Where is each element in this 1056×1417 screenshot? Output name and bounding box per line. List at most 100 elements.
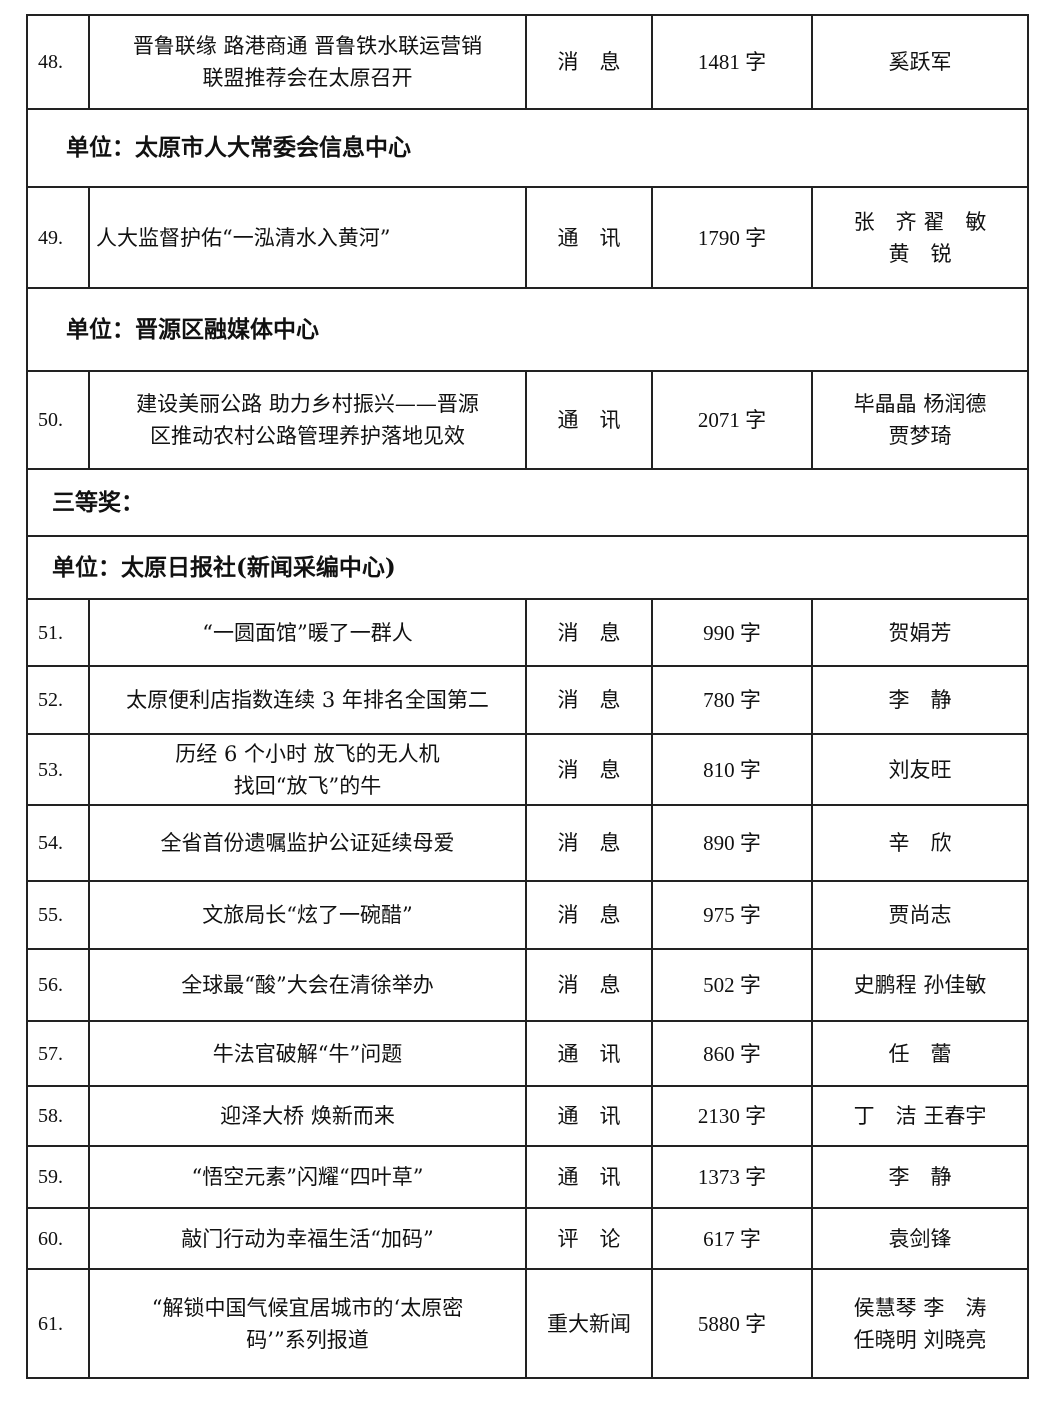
- title-line: “解锁中国气候宜居城市的‘太原密: [151, 1295, 464, 1320]
- section-row: 单位：太原日报社(新闻采编中心): [26, 535, 1029, 600]
- title-line: 全球最“酸”大会在清徐举办: [181, 973, 434, 997]
- entry-authors: 刘友旺: [811, 733, 1029, 806]
- author-line: 李 静: [888, 1165, 952, 1189]
- entry-category: 通 讯: [525, 186, 653, 289]
- word-count: 975 字: [651, 880, 813, 950]
- entry-authors: 李 静: [811, 665, 1029, 735]
- entry-category: 消 息: [525, 733, 653, 806]
- table-row: 55. 文旅局长“炫了一碗醋” 消 息 975 字 贾尚志: [26, 880, 1029, 950]
- title-line: 找回“放飞”的牛: [233, 773, 382, 798]
- author-line: 李 静: [888, 688, 952, 712]
- entry-title: 牛法官破解“牛”问题: [88, 1020, 527, 1087]
- title-line: 建设美丽公路 助力乡村振兴——晋源: [136, 392, 479, 416]
- word-count: 2130 字: [651, 1085, 813, 1147]
- entry-category: 消 息: [525, 665, 653, 735]
- entry-authors: 袁剑锋: [811, 1207, 1029, 1270]
- group-heading: 单位：太原日报社(新闻采编中心): [26, 535, 1029, 600]
- entry-number: 50.: [26, 370, 90, 470]
- entry-authors: 丁 洁 王春宇: [811, 1085, 1029, 1147]
- table-row: 60. 敲门行动为幸福生活“加码” 评 论 617 字 袁剑锋: [26, 1207, 1029, 1270]
- word-count: 1373 字: [651, 1145, 813, 1209]
- author-line: 刘友旺: [888, 757, 952, 782]
- word-count: 1790 字: [651, 186, 813, 289]
- entry-authors: 史鹏程 孙佳敏: [811, 948, 1029, 1022]
- author-line: 张 齐 翟 敏: [853, 209, 987, 234]
- author-line: 任 蕾: [888, 1041, 952, 1066]
- entry-title: 全球最“酸”大会在清徐举办: [88, 948, 527, 1022]
- entry-category: 消 息: [525, 804, 653, 882]
- entry-number: 58.: [26, 1085, 90, 1147]
- author-line: 史鹏程 孙佳敏: [853, 973, 987, 997]
- title-line: 历经 6 个小时 放飞的无人机: [175, 741, 440, 766]
- table-row: 51. “一圆面馆”暖了一群人 消 息 990 字 贺娟芳: [26, 598, 1029, 667]
- table-row: 53. 历经 6 个小时 放飞的无人机 找回“放飞”的牛消 息 810 字刘友旺: [26, 733, 1029, 806]
- entry-title: 历经 6 个小时 放飞的无人机 找回“放飞”的牛: [88, 733, 527, 806]
- title-line: 牛法官破解“牛”问题: [212, 1041, 403, 1066]
- entry-authors: 张 齐 翟 敏黄 锐: [811, 186, 1029, 289]
- entry-number: 48.: [26, 14, 90, 110]
- entry-category: 通 讯: [525, 1020, 653, 1087]
- entry-category: 重大新闻: [525, 1268, 653, 1379]
- author-line: 侯慧琴 李 涛: [853, 1295, 987, 1320]
- entry-authors: 任 蕾: [811, 1020, 1029, 1087]
- unit-heading: 单位：晋源区融媒体中心: [26, 287, 1029, 372]
- entry-title: “悟空元素”闪耀“四叶草”: [88, 1145, 527, 1209]
- section-row: 三等奖：: [26, 468, 1029, 537]
- entry-title: 太原便利店指数连续 3 年排名全国第二: [88, 665, 527, 735]
- entry-number: 55.: [26, 880, 90, 950]
- entry-number: 56.: [26, 948, 90, 1022]
- title-line: 码’”系列报道: [246, 1327, 369, 1352]
- author-line: 黄 锐: [888, 241, 952, 266]
- section-row: 单位：太原市人大常委会信息中心: [26, 108, 1029, 188]
- table-row: 48. 晋鲁联缘 路港商通 晋鲁铁水联运营销 联盟推荐会在太原召开消 息 1481 字…: [26, 14, 1029, 110]
- section-row: 单位：晋源区融媒体中心: [26, 287, 1029, 372]
- entry-number: 54.: [26, 804, 90, 882]
- author-line: 辛 欣: [888, 831, 952, 855]
- table-row: 58. 迎泽大桥 焕新而来 通 讯 2130 字 丁 洁 王春宇: [26, 1085, 1029, 1147]
- entry-authors: 毕晶晶 杨润德 贾梦琦: [811, 370, 1029, 470]
- word-count: 1481 字: [651, 14, 813, 110]
- entry-authors: 李 静: [811, 1145, 1029, 1209]
- entry-number: 57.: [26, 1020, 90, 1087]
- author-line: 贾梦琦: [888, 424, 952, 448]
- title-line: 全省首份遗嘱监护公证延续母爱: [160, 831, 455, 855]
- table-row: 59. “悟空元素”闪耀“四叶草” 通 讯 1373 字 李 静: [26, 1145, 1029, 1209]
- entry-category: 消 息: [525, 948, 653, 1022]
- word-count: 617 字: [651, 1207, 813, 1270]
- title-line: “悟空元素”闪耀“四叶草”: [191, 1165, 424, 1189]
- author-line: 丁 洁 王春宇: [853, 1104, 987, 1128]
- entry-title: “一圆面馆”暖了一群人: [88, 598, 527, 667]
- title-line: 文旅局长“炫了一碗醋”: [202, 903, 413, 927]
- group-heading: 三等奖：: [26, 468, 1029, 537]
- entry-number: 52.: [26, 665, 90, 735]
- entry-category: 评 论: [525, 1207, 653, 1270]
- title-line: “一圆面馆”暖了一群人: [202, 620, 413, 645]
- entry-title: 文旅局长“炫了一碗醋”: [88, 880, 527, 950]
- word-count: 2071 字: [651, 370, 813, 470]
- entry-category: 通 讯: [525, 1085, 653, 1147]
- title-line: 迎泽大桥 焕新而来: [220, 1104, 395, 1128]
- entry-category: 消 息: [525, 598, 653, 667]
- entry-authors: 贾尚志: [811, 880, 1029, 950]
- entry-category: 消 息: [525, 14, 653, 110]
- entry-category: 通 讯: [525, 370, 653, 470]
- author-line: 贺娟芳: [888, 620, 952, 645]
- awards-table: 48. 晋鲁联缘 路港商通 晋鲁铁水联运营销 联盟推荐会在太原召开消 息 1481 字…: [26, 14, 1029, 1379]
- entry-authors: 奚跃军: [811, 14, 1029, 110]
- author-line: 任晓明 刘晓亮: [853, 1327, 987, 1352]
- table-row: 57. 牛法官破解“牛”问题 通 讯 860 字 任 蕾: [26, 1020, 1029, 1087]
- author-line: 贾尚志: [888, 903, 952, 927]
- word-count: 780 字: [651, 665, 813, 735]
- title-line: 人大监督护佑“一泓清水入黄河”: [96, 225, 391, 250]
- entry-number: 53.: [26, 733, 90, 806]
- table-row: 52. 太原便利店指数连续 3 年排名全国第二 消 息 780 字 李 静: [26, 665, 1029, 735]
- title-line: 晋鲁联缘 路港商通 晋鲁铁水联运营销: [132, 34, 483, 58]
- table-row: 56. 全球最“酸”大会在清徐举办 消 息 502 字 史鹏程 孙佳敏: [26, 948, 1029, 1022]
- word-count: 810 字: [651, 733, 813, 806]
- title-line: 区推动农村公路管理养护落地见效: [150, 424, 465, 448]
- entry-number: 61.: [26, 1268, 90, 1379]
- title-line: 太原便利店指数连续 3 年排名全国第二: [126, 688, 489, 712]
- word-count: 890 字: [651, 804, 813, 882]
- entry-number: 59.: [26, 1145, 90, 1209]
- table-row: 61. “解锁中国气候宜居城市的‘太原密 码’”系列报道 重大新闻 5880 字侯慧琴 …: [26, 1268, 1029, 1379]
